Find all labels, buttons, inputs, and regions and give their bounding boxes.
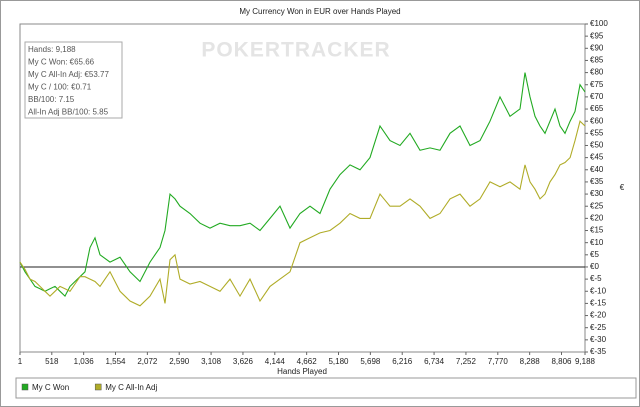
y-axis-label: € (620, 183, 625, 192)
x-axis-label: Hands Played (277, 367, 327, 376)
y-tick-label: €40 (590, 165, 604, 174)
x-tick-label: 7,770 (488, 357, 509, 366)
y-tick-label: €35 (590, 177, 604, 186)
x-tick-label: 6,734 (424, 357, 445, 366)
series-line (19, 72, 586, 298)
y-tick-label: €-35 (590, 347, 607, 356)
y-tick-label: €90 (590, 43, 604, 52)
x-tick-label: 2,590 (169, 357, 190, 366)
y-tick-label: €-30 (590, 335, 607, 344)
x-tick-label: 4,662 (297, 357, 318, 366)
y-tick-label: €55 (590, 128, 604, 137)
x-tick-label: 4,144 (265, 357, 286, 366)
y-tick-label: €5 (590, 250, 599, 259)
legend-swatch (94, 383, 102, 391)
x-tick-label: 3,626 (233, 357, 254, 366)
stat-line: Hands: 9,188 (28, 45, 76, 54)
x-tick-label: 8,806 (551, 357, 572, 366)
y-tick-label: €-10 (590, 286, 607, 295)
x-tick-label: 8,288 (520, 357, 541, 366)
x-tick-label: 518 (45, 357, 59, 366)
stat-line: All-In Adj BB/100: 5.85 (28, 108, 109, 117)
x-tick-label: 3,108 (201, 357, 222, 366)
y-tick-label: €0 (590, 262, 599, 271)
y-tick-label: €95 (590, 31, 604, 40)
x-tick-label: 1,554 (105, 357, 126, 366)
series-line (19, 120, 586, 307)
y-tick-label: €10 (590, 238, 604, 247)
y-tick-label: €-15 (590, 299, 607, 308)
x-tick-label: 7,252 (456, 357, 477, 366)
stat-line: My C Won: €65.66 (28, 58, 95, 67)
legend-label: My C Won (32, 383, 69, 392)
y-tick-label: €-20 (590, 311, 607, 320)
y-tick-label: €-5 (590, 274, 602, 283)
y-tick-label: €20 (590, 213, 604, 222)
y-tick-label: €25 (590, 201, 604, 210)
y-tick-label: €70 (590, 92, 604, 101)
stat-line: My C / 100: €0.71 (28, 83, 92, 92)
chart-title: My Currency Won in EUR over Hands Played (239, 7, 400, 16)
legend-label: My C All-In Adj (105, 383, 157, 392)
legend (15, 377, 637, 399)
y-tick-label: €80 (590, 68, 604, 77)
y-tick-label: €60 (590, 116, 604, 125)
stat-line: BB/100: 7.15 (28, 95, 75, 104)
x-tick-label: 5,180 (328, 357, 349, 366)
x-tick-label: 1 (18, 357, 23, 366)
x-tick-label: 6,216 (392, 357, 413, 366)
x-tick-label: 1,036 (74, 357, 95, 366)
x-tick-label: 9,188 (575, 357, 596, 366)
y-tick-label: €100 (590, 19, 608, 28)
y-tick-label: €45 (590, 153, 604, 162)
stats-box (24, 41, 123, 119)
watermark: POKERTRACKER (201, 39, 390, 62)
y-tick-label: €30 (590, 189, 604, 198)
y-tick-label: €75 (590, 80, 604, 89)
legend-swatch (21, 383, 29, 391)
x-tick-label: 2,072 (137, 357, 158, 366)
y-tick-label: €15 (590, 226, 604, 235)
y-tick-label: €50 (590, 141, 604, 150)
y-tick-label: €65 (590, 104, 604, 113)
y-tick-label: €-25 (590, 323, 607, 332)
x-tick-label: 5,698 (360, 357, 381, 366)
y-tick-label: €85 (590, 56, 604, 65)
stat-line: My C All-In Adj: €53.77 (28, 70, 109, 79)
